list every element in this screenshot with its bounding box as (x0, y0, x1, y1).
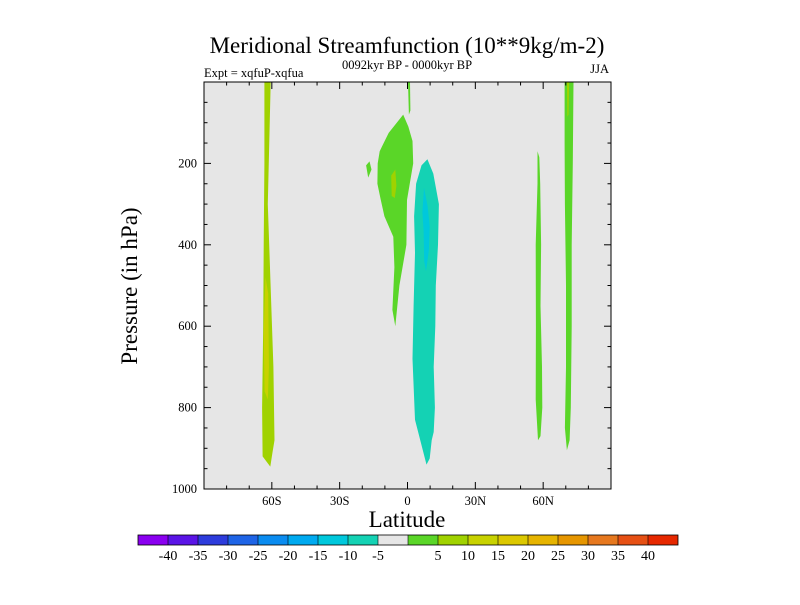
colorbar-box (558, 535, 588, 545)
colorbar-label: 10 (461, 549, 475, 564)
contour-eq-upper-positive (377, 114, 414, 327)
x-tick-label: 60S (262, 494, 282, 508)
x-tick-label: 0 (404, 494, 410, 508)
colorbar-label: -25 (249, 549, 268, 564)
x-tick-label: 60N (532, 494, 554, 508)
x-axis-label: Latitude (369, 507, 446, 532)
contour-nh-band-60 (535, 151, 543, 441)
colorbar-box (168, 535, 198, 545)
plot-area (203, 81, 612, 490)
contour-nh-band-72-core (566, 82, 570, 117)
colorbar-box (228, 535, 258, 545)
colorbar-label: 30 (581, 549, 595, 564)
colorbar-box (288, 535, 318, 545)
y-tick-label: 400 (178, 238, 197, 252)
contour-eq-small-patch (366, 161, 372, 178)
contour-nh-band-72 (564, 82, 574, 451)
y-tick-label: 600 (178, 319, 197, 333)
colorbar: -40 -35 -30 -25 -20 -15 -10 -5 5 10 15 20 25 30 35 40 (137, 534, 679, 564)
colorbar-box (138, 535, 168, 545)
colorbar-label: -20 (279, 549, 298, 564)
colorbar-label: 5 (435, 549, 442, 564)
y-tick-label: 1000 (172, 482, 197, 496)
period-label: 0092kyr BP - 0000kyr BP (342, 58, 472, 72)
colorbar-label: -15 (309, 549, 328, 564)
colorbar-box (198, 535, 228, 545)
colorbar-label: 35 (611, 549, 625, 564)
colorbar-label: -35 (189, 549, 208, 564)
colorbar-label: 15 (491, 549, 505, 564)
colorbar-box (618, 535, 648, 545)
colorbar-label: -10 (339, 549, 358, 564)
chart-title: Meridional Streamfunction (10**9kg/m-2) (210, 33, 605, 58)
y-tick-label: 200 (178, 156, 197, 170)
y-axis-label: Pressure (in hPa) (117, 207, 142, 364)
contour-layer (262, 82, 574, 467)
colorbar-box (588, 535, 618, 545)
colorbar-box (528, 535, 558, 545)
colorbar-box (648, 535, 678, 545)
colorbar-box (438, 535, 468, 545)
colorbar-box (468, 535, 498, 545)
colorbar-box (348, 535, 378, 545)
colorbar-box (258, 535, 288, 545)
contour-eq-upper-core (391, 169, 397, 198)
colorbar-label: 25 (551, 549, 565, 564)
contour-eq-negative-core (422, 187, 430, 272)
colorbar-label: -5 (372, 549, 384, 564)
colorbar-label: -40 (159, 549, 178, 564)
colorbar-box (498, 535, 528, 545)
colorbar-box (408, 535, 438, 545)
axis-ticks: 60S 30S 0 30N 60N 200 400 600 800 1000 (172, 82, 611, 508)
season-label: JJA (590, 62, 609, 76)
contour-sh-polar-core (263, 277, 269, 400)
colorbar-label: 20 (521, 549, 535, 564)
contour-eq-negative-cell (412, 159, 439, 465)
contour-eq-top-sliver (408, 82, 411, 115)
colorbar-box (378, 535, 408, 545)
x-tick-label: 30S (330, 494, 350, 508)
experiment-label: Expt = xqfuP-xqfua (204, 66, 304, 80)
colorbar-box (318, 535, 348, 545)
y-tick-label: 800 (178, 401, 197, 415)
colorbar-label: 40 (641, 549, 655, 564)
x-tick-label: 30N (465, 494, 487, 508)
colorbar-label: -30 (219, 549, 238, 564)
